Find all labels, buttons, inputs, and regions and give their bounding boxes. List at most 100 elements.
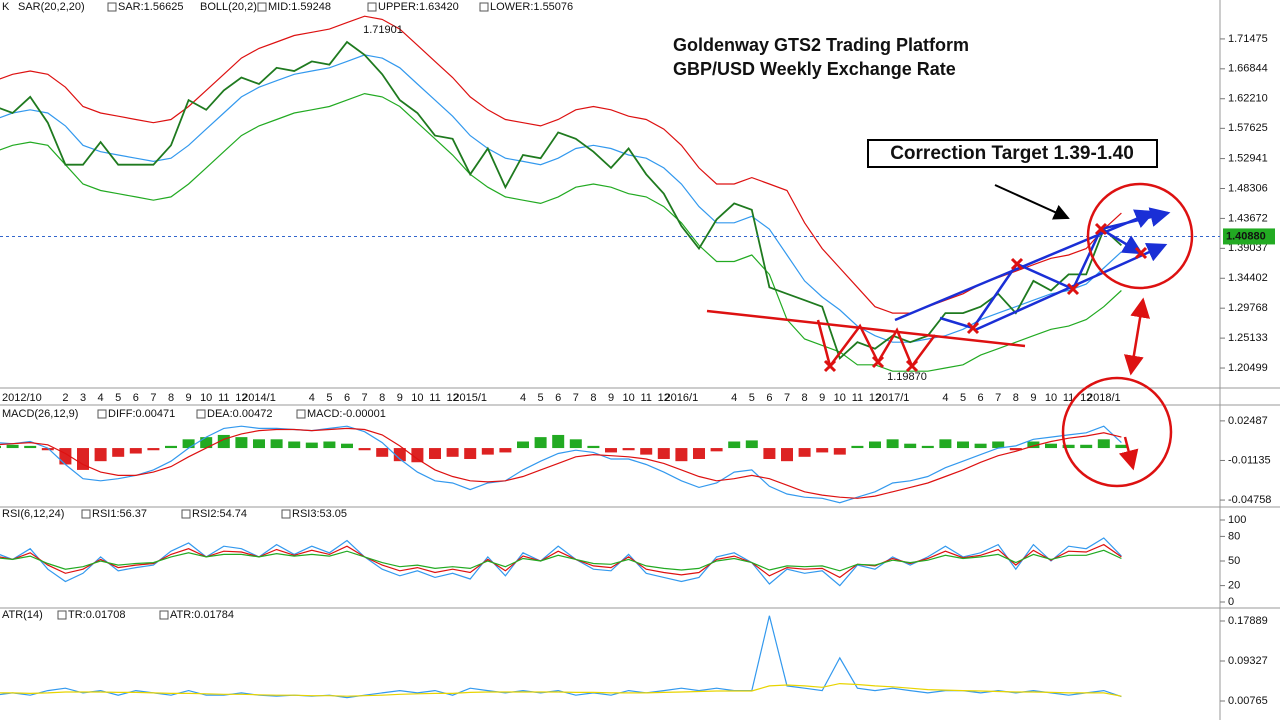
x-tick-label: 11	[852, 392, 863, 404]
x-tick-label: 2018/1	[1087, 392, 1121, 404]
histogram-bar	[376, 448, 389, 457]
histogram-bar	[341, 443, 353, 449]
histogram-bar	[939, 439, 952, 449]
x-tick-label: 3	[80, 392, 86, 404]
legend-label: RSI2:54.74	[192, 508, 247, 520]
plot-area: 1.71475 1.66844 1.62210 1.57625 1.52941 1.483…	[0, 1, 1275, 707]
histogram-bar	[851, 445, 864, 449]
histogram-bar	[534, 437, 547, 449]
legend-label: SAR(20,2,20)	[18, 1, 85, 13]
histogram-bar	[323, 441, 336, 449]
histogram-bar	[904, 443, 917, 449]
histogram-bar	[270, 439, 283, 449]
y-tick-label: 1.62210	[1228, 93, 1268, 105]
x-tick-label: 6	[133, 392, 139, 404]
target-circle	[1086, 182, 1194, 290]
x-tick-label: 6	[555, 392, 561, 404]
x-tick-label: 12	[446, 392, 458, 404]
series-line	[0, 537, 1122, 587]
histogram-bar	[358, 448, 371, 451]
histogram-bar	[657, 448, 670, 459]
histogram-bar	[253, 439, 265, 449]
histogram-bar	[587, 445, 600, 449]
histogram-bar	[693, 448, 705, 459]
y-tick-label: 1.29768	[1228, 302, 1268, 314]
x-tick-label: 6	[344, 392, 350, 404]
chart-subtitle: GBP/USD Weekly Exchange Rate	[673, 59, 956, 79]
annotation: 1.19870	[887, 371, 927, 383]
legend-label: LOWER:1.55076	[490, 1, 573, 13]
y-tick-label: -0.01135	[1228, 454, 1271, 466]
histogram-bar	[305, 442, 318, 449]
y-tick-label: 0.17889	[1228, 615, 1268, 627]
histogram-bar	[869, 441, 881, 449]
histogram-bar	[781, 448, 793, 462]
histogram-bar	[6, 444, 19, 449]
x-tick-label: 8	[590, 392, 596, 404]
histogram-bar	[200, 437, 213, 449]
x-tick-label: 8	[168, 392, 174, 404]
histogram-bar	[129, 448, 142, 454]
series-line	[0, 682, 1122, 697]
legend-label: UPPER:1.63420	[378, 1, 459, 13]
histogram-bar	[517, 441, 529, 449]
histogram-bar	[957, 441, 969, 449]
x-tick-label: 4	[942, 392, 948, 404]
legend-checkbox	[181, 509, 191, 519]
x-tick-label: 9	[1030, 392, 1036, 404]
y-tick-label: 50	[1228, 555, 1240, 567]
x-tick-label: 12	[869, 392, 881, 404]
histogram-bar	[552, 434, 565, 449]
x-tick-label: 7	[362, 392, 368, 404]
y-tick-label: 0.00765	[1228, 695, 1268, 707]
legend-label: SAR:1.56625	[118, 1, 183, 13]
x-tick-label: 7	[150, 392, 156, 404]
legend-checkbox	[479, 2, 489, 12]
series-line	[0, 549, 1122, 572]
x-tick-label: 10	[200, 392, 212, 404]
x-tick-label: 10	[1045, 392, 1057, 404]
x-tick-label: 5	[326, 392, 332, 404]
y-tick-label: 1.66844	[1228, 63, 1268, 75]
histogram-bar	[728, 441, 741, 449]
x-tick-label: 9	[397, 392, 403, 404]
histogram-bar	[798, 448, 811, 457]
x-tick-label: 10	[834, 392, 846, 404]
histogram-bar	[446, 448, 459, 457]
legend-label: BOLL(20,2)	[200, 1, 257, 13]
histogram-bar	[569, 439, 582, 449]
pointer-arrow	[994, 184, 1070, 220]
histogram-bar	[77, 448, 89, 470]
x-tick-label: 11	[1063, 392, 1074, 404]
legend-checkbox	[57, 610, 67, 620]
histogram-bar	[675, 448, 688, 462]
y-tick-label: 1.34402	[1228, 272, 1268, 284]
x-tick-label: 5	[749, 392, 755, 404]
y-tick-label: 20	[1228, 580, 1240, 592]
legend-checkbox	[159, 610, 169, 620]
histogram-bar	[464, 448, 477, 459]
legend-checkbox	[81, 509, 91, 519]
legend-checkbox	[107, 2, 117, 12]
x-tick-label: 7	[573, 392, 579, 404]
y-tick-label: 1.43672	[1228, 212, 1268, 224]
y-tick-label: 1.52941	[1228, 152, 1268, 164]
histogram-bar	[288, 441, 301, 449]
x-tick-label: 10	[411, 392, 423, 404]
histogram-bar	[763, 448, 776, 459]
drawings	[706, 139, 1194, 488]
x-tick-label: 11	[218, 392, 229, 404]
histogram-bar	[1009, 448, 1022, 451]
histogram-bar	[1045, 443, 1057, 449]
x-tick-label: 9	[608, 392, 614, 404]
legend-label: RSI3:53.05	[292, 508, 347, 520]
legend-label: MID:1.59248	[268, 1, 331, 13]
y-tick-label: 100	[1228, 514, 1246, 526]
histogram-bar	[481, 448, 494, 455]
y-tick-label: 1.57625	[1228, 122, 1268, 134]
x-tick-label: 8	[802, 392, 808, 404]
target-box	[867, 139, 1158, 168]
legend-checkbox	[296, 409, 306, 419]
chart-title: Goldenway GTS2 Trading Platform	[673, 35, 969, 55]
histogram-bar	[393, 448, 406, 462]
